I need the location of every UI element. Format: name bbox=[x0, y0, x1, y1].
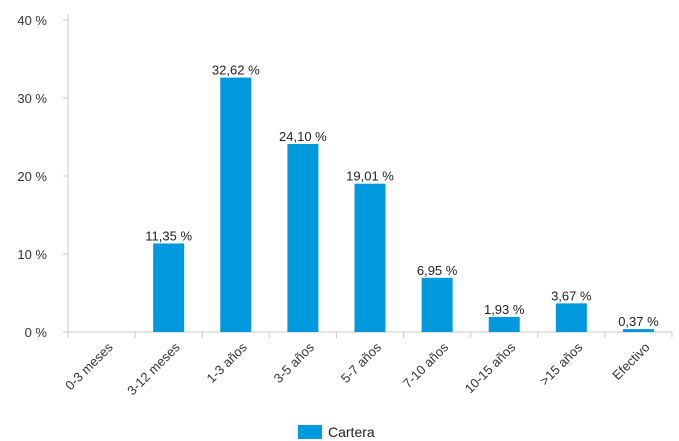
y-tick-label: 0 % bbox=[25, 325, 48, 340]
x-tick-label: 1-3 años bbox=[204, 339, 251, 386]
bar-cartera bbox=[622, 329, 654, 332]
x-tick-label: 3-12 meses bbox=[124, 339, 183, 398]
bar-cartera bbox=[555, 303, 587, 332]
bar-value-label: 3,67 % bbox=[551, 288, 592, 303]
bar-value-label: 0,37 % bbox=[618, 314, 659, 329]
x-tick-label: 5-7 años bbox=[338, 339, 385, 386]
x-tick-label: 3-5 años bbox=[271, 339, 318, 386]
y-tick-label: 30 % bbox=[17, 91, 47, 106]
x-tick-label: >15 años bbox=[537, 339, 586, 388]
bar-cartera bbox=[220, 77, 252, 333]
x-axis: 0-3 meses 3-12 meses 1-3 años 3-5 años 5-7 a… bbox=[62, 331, 673, 398]
bar-cartera bbox=[354, 183, 386, 332]
bar-value-label: 32,62 % bbox=[212, 63, 260, 78]
y-tick-label: 20 % bbox=[17, 169, 47, 184]
bar-value-label: 24,10 % bbox=[279, 129, 327, 144]
bar-value-label: 11,35 % bbox=[145, 228, 192, 243]
y-tick-label: 10 % bbox=[17, 247, 47, 262]
y-tick-label: 40 % bbox=[17, 13, 47, 28]
y-axis: 0 % 10 % 20 % 30 % 40 % bbox=[17, 13, 69, 340]
bar-value-label: 6,95 % bbox=[417, 263, 458, 278]
x-tick-label: 7-10 años bbox=[400, 339, 452, 391]
bar-cartera bbox=[488, 316, 520, 332]
bar-cartera bbox=[421, 277, 453, 332]
bar-cartera bbox=[287, 144, 319, 332]
bars bbox=[153, 77, 654, 333]
bar-value-label: 19,01 % bbox=[346, 169, 394, 184]
x-tick-label: 10-15 años bbox=[462, 339, 519, 396]
data-labels: 11,35 % 32,62 % 24,10 % 19,01 % 6,95 % 1,93 %… bbox=[145, 63, 659, 330]
x-tick-label: 0-3 meses bbox=[62, 339, 116, 393]
x-tick-label: Efectivo bbox=[609, 340, 652, 383]
bar-cartera bbox=[153, 243, 185, 332]
legend-swatch-cartera bbox=[298, 425, 322, 439]
bar-value-label: 1,93 % bbox=[484, 302, 525, 317]
legend: Cartera bbox=[298, 424, 375, 440]
legend-label-cartera: Cartera bbox=[328, 424, 375, 440]
